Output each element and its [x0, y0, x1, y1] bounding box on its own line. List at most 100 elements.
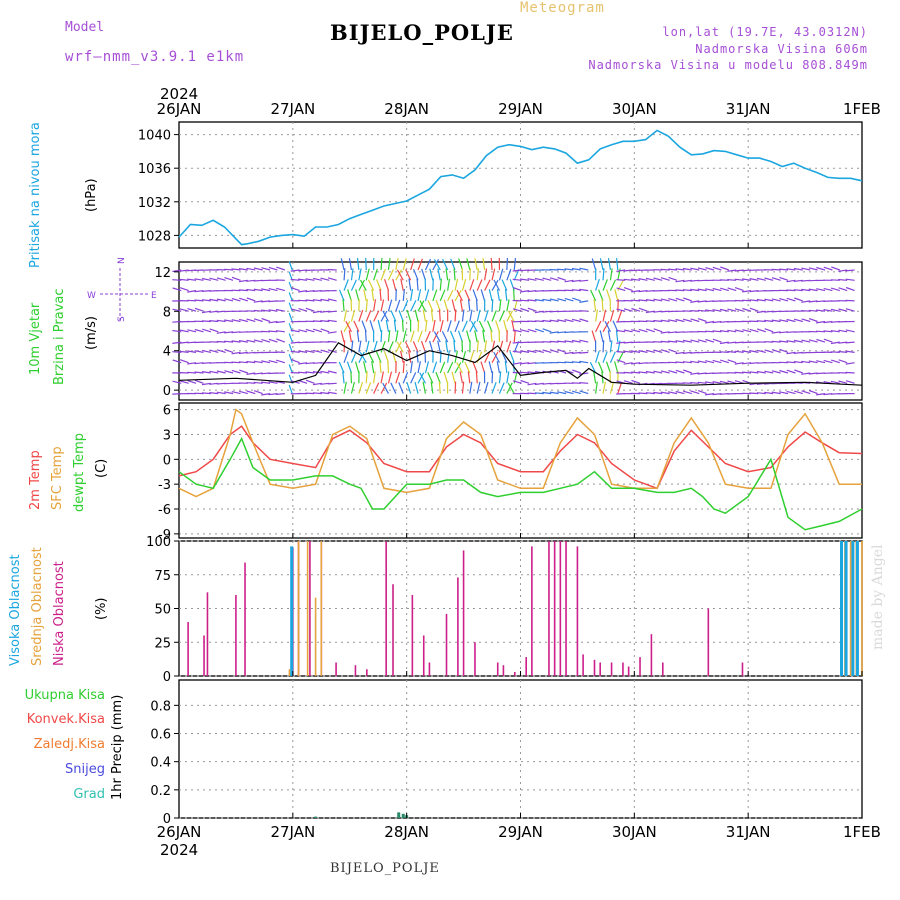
wind-arrow — [602, 268, 605, 281]
wind-arrow — [290, 359, 300, 364]
wind-arrow — [387, 360, 390, 374]
wind-arrow — [320, 370, 330, 374]
date-tick-top: 31JAN — [726, 100, 771, 118]
wind-arrow — [493, 351, 500, 363]
wind-arrow — [675, 297, 685, 302]
wind-arrow — [246, 382, 256, 384]
wind-arrow — [201, 320, 211, 323]
wind-arrow — [779, 298, 789, 302]
wind-arrow — [476, 309, 481, 322]
wind-arrow — [305, 328, 315, 333]
wind-arrow — [756, 310, 766, 314]
wind-arrow — [387, 330, 391, 343]
wind-arrow — [513, 341, 520, 353]
wind-arrow — [288, 333, 293, 343]
date-tick-bottom: 29JAN — [498, 823, 543, 841]
wind-arrow — [350, 371, 353, 384]
wind-arrow — [493, 279, 500, 291]
wind-arrow — [202, 328, 212, 333]
wind-arrow — [616, 359, 626, 364]
wind-arrow — [557, 276, 567, 281]
wind-arrow — [312, 392, 322, 395]
wind-arrow — [276, 266, 286, 271]
wind-arrow — [631, 371, 641, 374]
wind-arrow — [697, 390, 707, 395]
wind-arrow — [838, 308, 848, 312]
wind-arrow — [675, 390, 685, 395]
compass-north: N — [117, 257, 127, 264]
wind-arrow — [779, 319, 789, 323]
wind-arrow — [454, 381, 457, 394]
wind-arrow — [363, 289, 367, 302]
wind-arrow — [579, 318, 589, 323]
wind-arrow — [350, 351, 357, 363]
wind-arrow — [591, 330, 597, 343]
wind-arrow — [432, 331, 439, 343]
wind-arrow — [779, 340, 789, 343]
wind-arrow — [467, 299, 471, 312]
wind-arrow — [845, 308, 855, 312]
wind-arrow — [590, 289, 597, 302]
wind-arrow — [734, 362, 744, 365]
wind-arrow — [395, 299, 401, 312]
wind-arrow — [823, 330, 833, 333]
wind-arrow — [187, 380, 197, 384]
compass-east: E — [151, 291, 157, 301]
wind-arrow — [486, 320, 493, 333]
wind-arrow — [764, 328, 774, 333]
wind-arrow — [320, 391, 330, 395]
wind-arrow — [801, 288, 811, 292]
wind-arrow — [534, 299, 544, 302]
wind-arrow — [734, 350, 744, 353]
model-label: Model — [65, 20, 105, 35]
wind-arrow — [623, 278, 633, 281]
wind-arrow — [786, 279, 796, 283]
wind-arrow — [506, 382, 513, 394]
wind-arrow — [496, 288, 501, 302]
wind-arrow — [815, 330, 826, 333]
wind-arrow — [771, 298, 781, 302]
wind-arrow — [816, 360, 826, 364]
y-tick-label: 0 — [163, 670, 171, 685]
wind-arrow — [623, 287, 633, 292]
wind-arrow — [690, 360, 700, 364]
wind-speed-line — [178, 342, 863, 386]
wind-arrow — [616, 279, 626, 281]
wind-arrow — [231, 319, 241, 323]
lonlat-label: lon,lat (19.7E, 43.0312N) — [662, 25, 868, 39]
wind-arrow — [668, 370, 678, 374]
wind-arrow — [764, 319, 774, 323]
wind-arrow — [461, 350, 467, 363]
wind-arrow — [474, 330, 478, 343]
wind-arrow — [435, 371, 441, 384]
wind-arrow — [290, 278, 300, 281]
wind-arrow — [432, 259, 440, 271]
wind-arrow — [801, 360, 811, 364]
wind-arrow — [298, 362, 308, 365]
temp-series-2 — [178, 436, 863, 531]
wind-arrow — [476, 299, 478, 312]
wind-arrow — [348, 330, 353, 343]
wind-arrow — [417, 330, 423, 343]
pressure-line — [178, 129, 863, 246]
wind-arrow — [356, 258, 360, 271]
wind-arrow — [402, 258, 407, 271]
wind-arrow — [623, 371, 633, 374]
wind-arrow — [801, 318, 811, 323]
wind-arrow — [345, 320, 352, 333]
wind-arrow — [719, 341, 729, 345]
wind-arrow — [512, 380, 522, 384]
wind-arrow — [771, 391, 781, 395]
wind-arrow — [830, 308, 840, 312]
wind-arrow — [638, 371, 648, 374]
date-tick-bottom: 26JAN — [157, 823, 202, 841]
wind-arrow — [572, 390, 581, 395]
wind-arrow — [342, 371, 345, 384]
wind-arrow — [801, 310, 811, 312]
wind-arrow — [387, 341, 394, 353]
wind-arrow — [480, 361, 486, 374]
wind-arrow — [498, 371, 502, 384]
wind-arrow — [542, 277, 552, 281]
wind-arrow — [377, 320, 382, 332]
